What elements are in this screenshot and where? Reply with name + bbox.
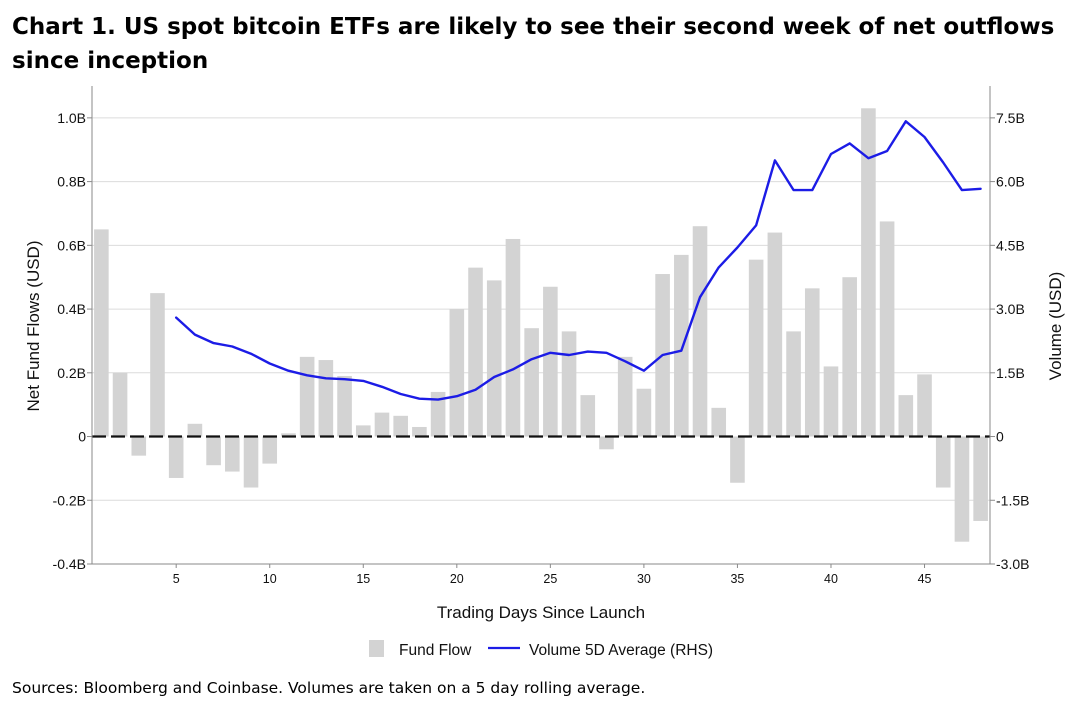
x-tick-label: 30 <box>637 572 651 586</box>
source-note: Sources: Bloomberg and Coinbase. Volumes… <box>12 679 646 697</box>
left-tick-label: 0 <box>78 429 86 445</box>
fund-flow-bar <box>112 372 128 437</box>
fund-flow-bar <box>486 280 502 437</box>
left-tick-label: 1.0B <box>57 110 86 126</box>
left-tick-label: 0.4B <box>57 301 86 317</box>
fund-flow-bar <box>617 356 633 437</box>
legend-volume-label: Volume 5D Average (RHS) <box>529 642 713 659</box>
fund-flow-bar <box>355 425 371 437</box>
fund-flow-bar <box>786 331 801 437</box>
right-tick-label: 6.0B <box>996 174 1025 190</box>
right-tick-label: 4.5B <box>996 237 1025 253</box>
fund-flow-bar <box>636 388 652 437</box>
left-axis-ticks: 1.0B 0.8B 0.6B 0.4B 0.2B 0 -0.2B -0.4B <box>53 110 92 572</box>
fund-flow-bar <box>281 433 296 437</box>
fund-flow-bar <box>748 259 764 437</box>
right-tick-label: 0 <box>996 429 1004 445</box>
right-tick-label: 1.5B <box>996 365 1025 381</box>
fund-flow-bar <box>804 288 820 437</box>
fund-flow-bars <box>94 108 988 542</box>
fund-flow-bar <box>580 395 596 437</box>
fund-flow-bar <box>168 436 184 478</box>
fund-flow-bar <box>430 391 446 437</box>
x-tick-label: 10 <box>263 572 277 586</box>
right-tick-label: -1.5B <box>996 492 1029 508</box>
fund-flow-bar <box>393 415 408 437</box>
fund-flow-bar <box>599 436 614 450</box>
fund-flow-bar <box>879 221 895 437</box>
legend: Fund Flow Volume 5D Average (RHS) <box>369 640 713 659</box>
fund-flow-bar <box>337 375 352 437</box>
fund-flow-bar <box>505 238 521 437</box>
fund-flow-bar <box>150 293 165 437</box>
left-tick-label: 0.2B <box>57 365 86 381</box>
fund-flow-bar <box>954 436 970 542</box>
x-tick-label: 45 <box>918 572 932 586</box>
fund-flow-bar <box>917 374 932 437</box>
right-tick-label: 7.5B <box>996 110 1025 126</box>
fund-flow-bar <box>935 436 951 488</box>
fund-flow-bar <box>711 407 727 437</box>
fund-flow-bar <box>94 229 109 437</box>
volume-line <box>174 120 982 401</box>
fund-flow-bar <box>206 436 221 466</box>
fund-flow-bar <box>674 254 689 437</box>
fund-flow-bar <box>318 360 334 437</box>
chart-title: Chart 1. US spot bitcoin ETFs are likely… <box>12 14 1055 74</box>
fund-flow-bar <box>412 426 427 437</box>
fund-flow-bar <box>131 436 147 456</box>
fund-flow-bar <box>243 436 259 488</box>
fund-flow-bar <box>898 395 914 437</box>
x-tick-label: 40 <box>824 572 838 586</box>
fund-flow-bar <box>973 436 988 521</box>
fund-flow-bar <box>543 286 558 437</box>
volume-5d-average-line <box>174 120 982 401</box>
right-axis-label: Volume (USD) <box>1046 272 1065 381</box>
fund-flow-bar <box>842 277 857 437</box>
left-tick-label: 0.8B <box>57 174 86 190</box>
x-axis-label: Trading Days Since Launch <box>437 603 645 622</box>
x-tick-label: 25 <box>543 572 557 586</box>
fund-flow-bar <box>449 309 465 437</box>
left-tick-label: 0.6B <box>57 237 86 253</box>
x-tick-label: 20 <box>450 572 464 586</box>
fund-flow-bar <box>561 331 577 437</box>
fund-flow-bar <box>187 423 203 437</box>
fund-flow-bar <box>374 412 390 437</box>
fund-flow-bar <box>299 356 315 437</box>
x-tick-label: 15 <box>356 572 370 586</box>
left-axis-label: Net Fund Flows (USD) <box>24 241 43 412</box>
right-tick-label: 3.0B <box>996 301 1025 317</box>
right-axis-ticks: 7.5B 6.0B 4.5B 3.0B 1.5B 0 -1.5B -3.0B <box>990 110 1029 572</box>
x-axis-ticks: 5 10 15 20 25 30 35 40 45 <box>173 564 932 586</box>
axes <box>91 86 991 565</box>
fund-flow-bar <box>823 366 839 437</box>
left-tick-label: -0.2B <box>53 492 86 508</box>
fund-flow-bar <box>225 436 240 472</box>
legend-fund-flow-label: Fund Flow <box>399 642 472 659</box>
x-tick-label: 35 <box>730 572 744 586</box>
fund-flow-bar <box>692 226 708 437</box>
fund-flow-bar <box>730 436 745 483</box>
fund-flow-bar <box>861 108 876 437</box>
right-tick-label: -3.0B <box>996 556 1029 572</box>
x-tick-label: 5 <box>173 572 180 586</box>
left-tick-label: -0.4B <box>53 556 86 572</box>
fund-flow-bar <box>468 267 483 437</box>
fund-flow-bar <box>262 436 278 464</box>
fund-flow-bar <box>524 328 539 437</box>
fund-flow-bar <box>767 232 783 437</box>
legend-fund-flow-swatch <box>369 640 384 657</box>
